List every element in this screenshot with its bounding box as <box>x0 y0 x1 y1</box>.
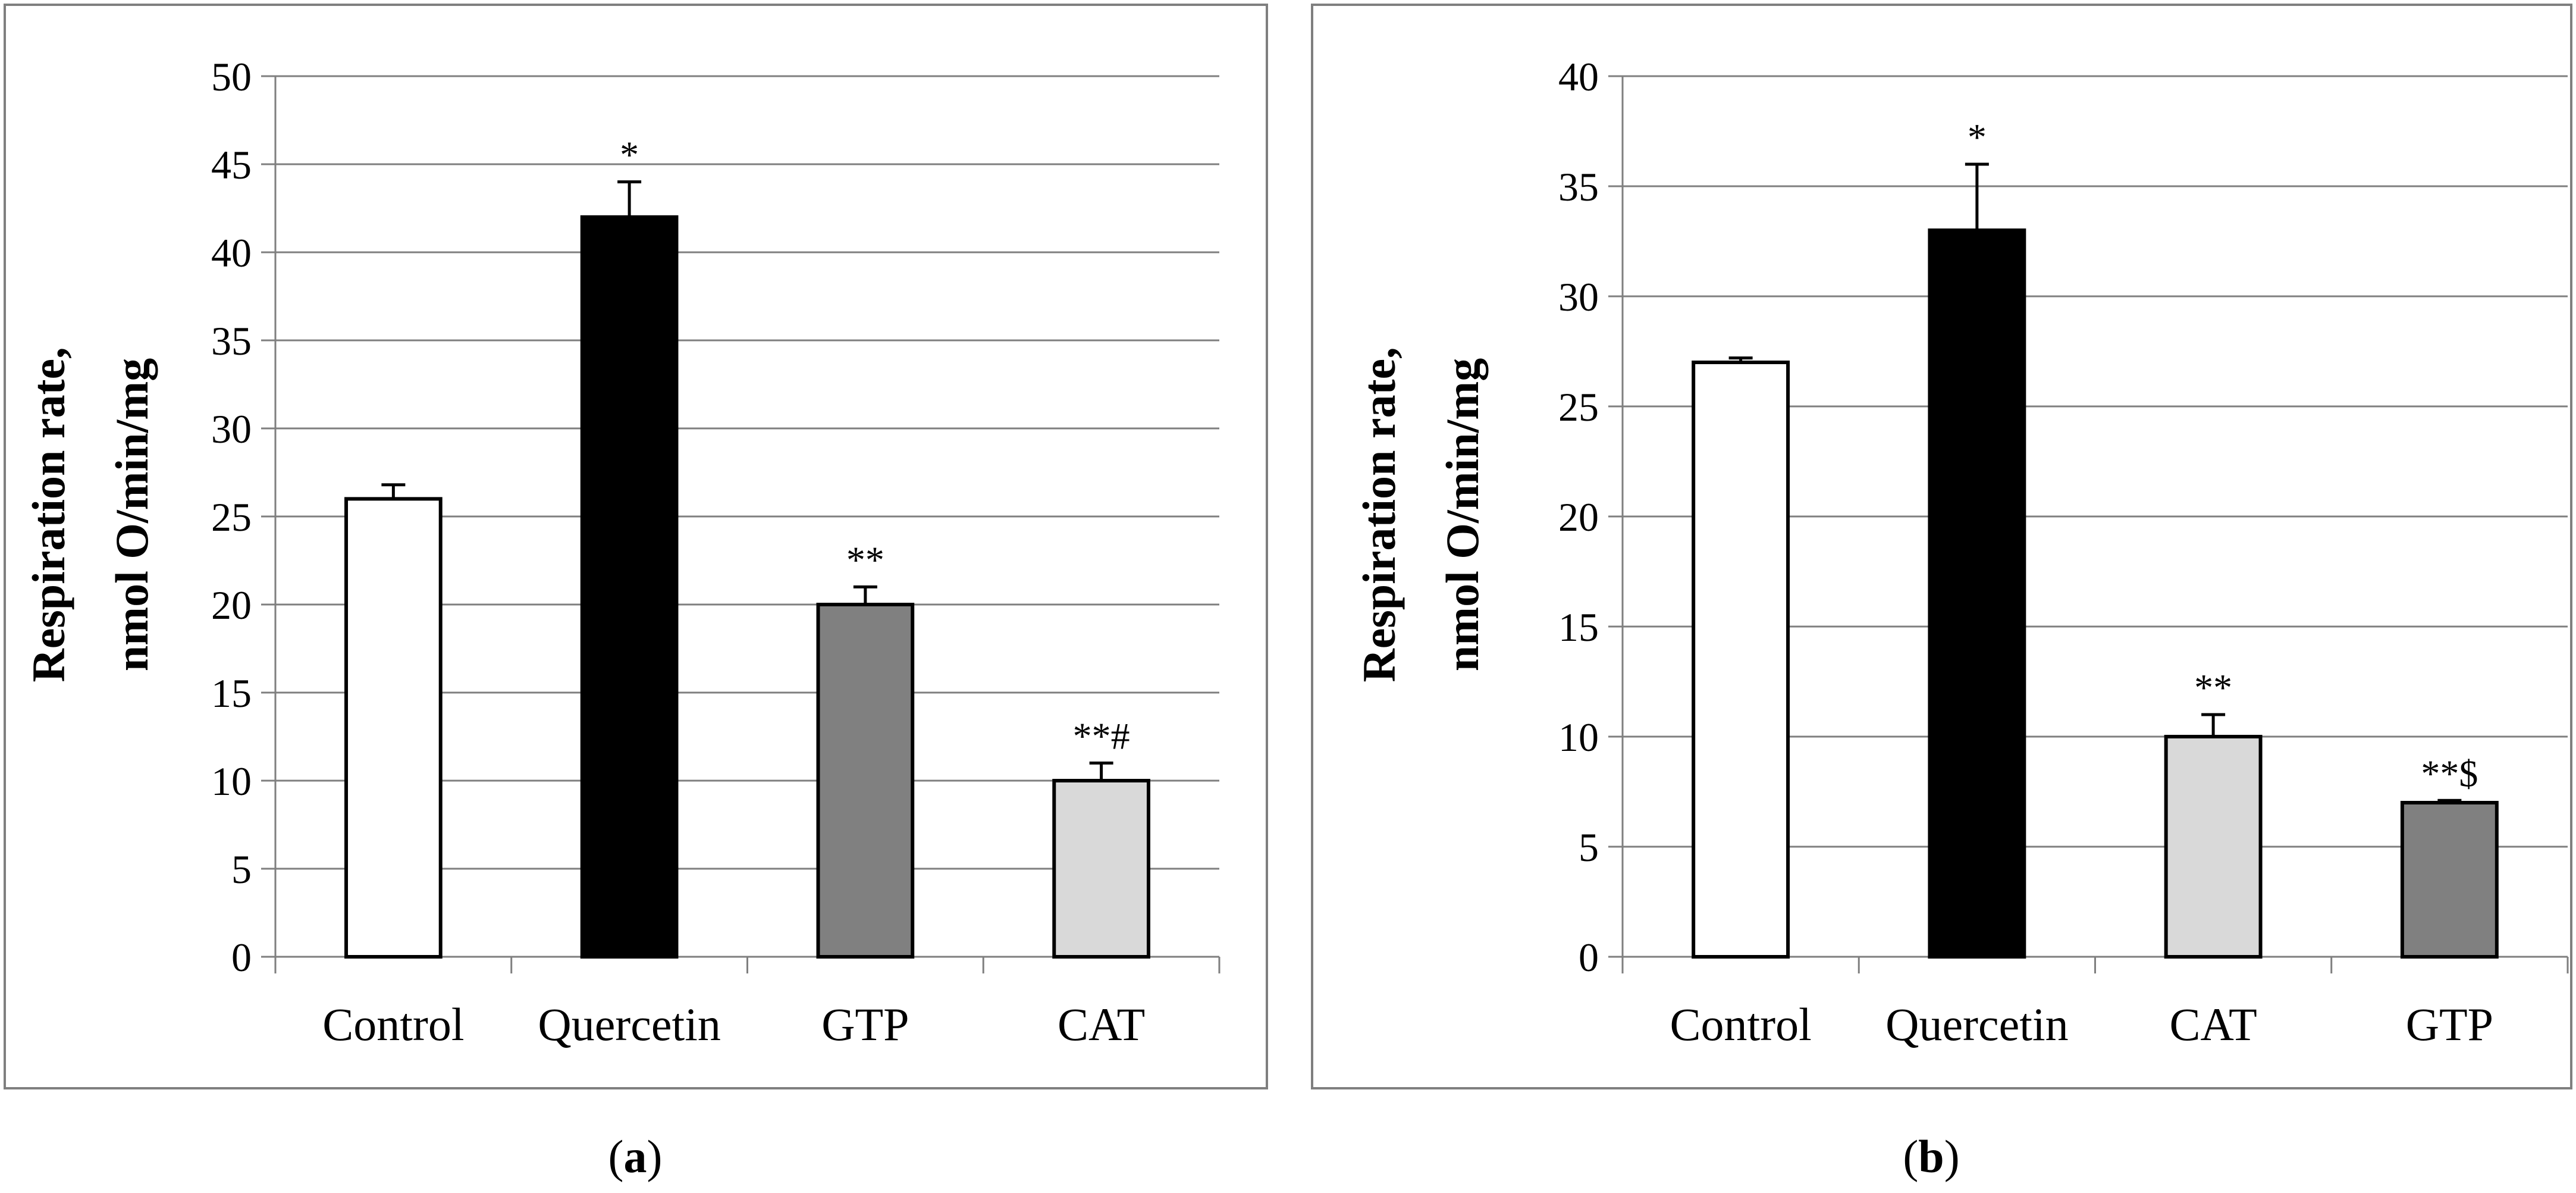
significance-label: ** <box>846 538 884 581</box>
panel-label: (a) <box>608 1131 663 1182</box>
y-tick-label: 10 <box>211 759 252 804</box>
y-tick-label: 30 <box>1558 274 1599 320</box>
y-tick-label: 25 <box>211 494 252 540</box>
panel-label: (b) <box>1903 1131 1959 1182</box>
x-category-label: Control <box>1670 998 1811 1050</box>
y-tick-label: 10 <box>1558 715 1599 760</box>
chart-frame <box>4 4 1268 1089</box>
bar-cat <box>2164 735 2263 959</box>
y-tick-label: 15 <box>1558 605 1599 650</box>
bar-quercetin <box>1928 228 2026 959</box>
y-tick-label: 45 <box>211 142 252 187</box>
x-category-label: GTP <box>2406 998 2493 1050</box>
significance-label: * <box>620 134 639 176</box>
y-tick-label: 5 <box>231 847 252 892</box>
bar-control <box>344 497 443 959</box>
y-tick-label: 35 <box>211 318 252 364</box>
y-tick-label: 20 <box>1558 494 1599 540</box>
y-axis-title: nmol O/min/mg <box>1436 358 1488 672</box>
y-tick-label: 40 <box>1558 54 1599 99</box>
y-tick-label: 35 <box>1558 164 1599 209</box>
significance-label: * <box>1968 116 1987 158</box>
x-category-label: CAT <box>2169 998 2257 1050</box>
significance-label: ** <box>2194 666 2232 709</box>
bar-control <box>1692 361 1790 959</box>
chart-panel-a: 0 5 10 15 20 25 30 35 40 45 50 Control * Quercetin ** G… <box>4 4 1268 1182</box>
y-axis-title: Respiration rate, <box>1353 347 1405 682</box>
significance-label: **$ <box>2421 752 2478 794</box>
y-tick-label: 0 <box>1579 935 1599 980</box>
y-tick-label: 5 <box>1579 825 1599 870</box>
y-tick-label: 15 <box>211 671 252 716</box>
chart-panel-b: 0 5 10 15 20 25 30 35 40 Control * Quercetin ** CAT **… <box>1311 4 2572 1182</box>
y-tick-label: 0 <box>231 935 252 980</box>
x-category-label: Control <box>322 998 464 1050</box>
y-tick-label: 20 <box>211 583 252 628</box>
y-tick-label: 40 <box>211 230 252 275</box>
panel-letter: a <box>624 1131 647 1182</box>
bar-gtp <box>816 603 915 959</box>
bar-cat <box>1052 779 1150 959</box>
x-category-label: GTP <box>821 998 909 1050</box>
chart-frame <box>1311 4 2572 1089</box>
x-category-label: Quercetin <box>1885 998 2069 1050</box>
y-axis-title: Respiration rate, <box>23 347 74 682</box>
y-tick-label: 30 <box>211 406 252 452</box>
panel-letter: b <box>1918 1131 1944 1182</box>
x-category-label: CAT <box>1058 998 1145 1050</box>
bar-quercetin <box>580 215 679 959</box>
significance-label: **# <box>1073 715 1130 757</box>
bar-gtp <box>2400 801 2499 959</box>
y-tick-label: 50 <box>211 54 252 99</box>
y-tick-label: 25 <box>1558 384 1599 430</box>
x-category-label: Quercetin <box>538 998 721 1050</box>
y-axis-title: nmol O/min/mg <box>106 358 158 672</box>
